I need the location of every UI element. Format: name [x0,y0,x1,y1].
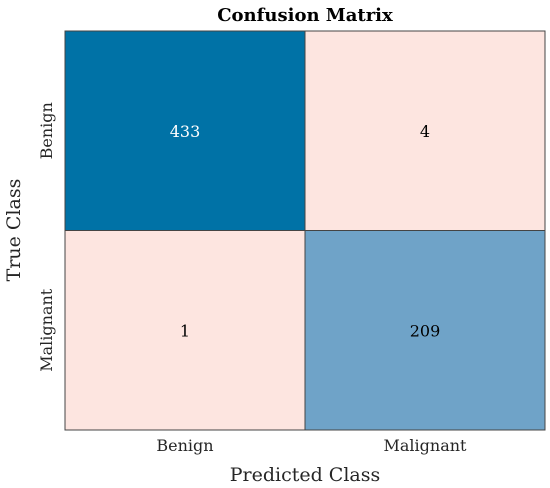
x-axis-label: Predicted Class [230,464,381,486]
heatmap-cell-0-1 [304,30,546,231]
x-tick-label: Benign [156,436,213,455]
y-axis-label: True Class [3,179,25,282]
y-tick-label: Malignant [37,288,56,372]
cell-value-0-0: 433 [170,122,201,141]
cell-value-0-1: 4 [420,122,430,141]
x-tick-label: Malignant [384,436,468,455]
chart-title: Confusion Matrix [217,5,393,26]
cell-values: 433 4 1 209 [170,122,441,341]
heatmap-cell-1-1 [304,230,546,431]
heatmap-cell-1-0 [64,230,306,431]
cell-value-1-1: 209 [410,321,441,340]
y-tick-label: Benign [37,102,56,159]
cell-value-1-0: 1 [180,321,190,340]
tick-labels: Benign Malignant Benign Malignant [37,102,467,455]
heatmap-cells [64,30,546,431]
heatmap-cell-0-0 [64,30,306,231]
plot-frame [64,30,546,431]
